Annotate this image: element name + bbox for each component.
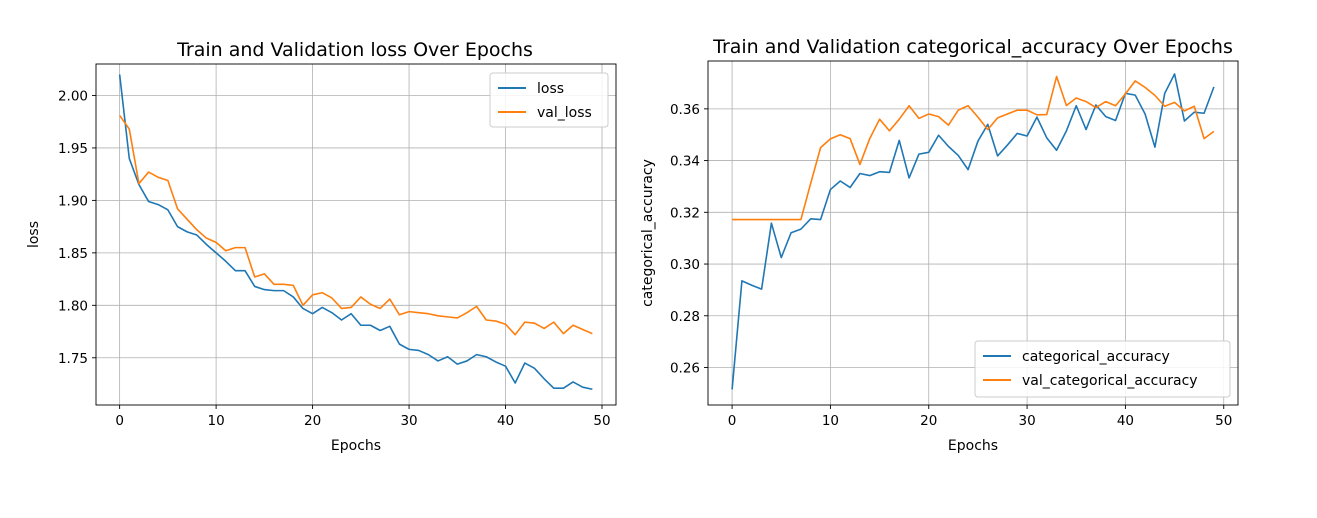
accuracy-chart: 0 10 20 30 40 50 0.26 0.28 0.30 0.32 0.34 0.36 Train… [640,36,1239,454]
accuracy-legend-label-categorical-accuracy: categorical_accuracy [1022,349,1170,365]
accuracy-ytick-label-1: 0.28 [670,309,700,325]
loss-legend-label-loss: loss [537,81,564,97]
accuracy-y-axis-label: categorical_accuracy [640,159,656,307]
accuracy-x-axis-label: Epochs [948,438,998,454]
accuracy-xtick-label-4: 40 [1117,413,1134,429]
accuracy-ytick-label-0: 0.26 [670,360,700,376]
accuracy-series-val-categorical-accuracy-line [732,75,1215,221]
loss-ytick-label-4: 1.95 [58,141,88,157]
loss-ytick-label-2: 1.85 [58,246,88,262]
loss-xtick-label-2: 20 [304,413,321,429]
loss-legend-box [489,72,609,128]
loss-xtick-label-3: 30 [400,413,417,429]
loss-chart: 0 10 20 30 40 50 1.75 1.80 1.85 1.90 1.95 2.00 Train… [26,39,617,454]
loss-xtick-label-5: 50 [593,413,610,429]
loss-axes-frame [95,63,617,406]
accuracy-xtick-label-2: 20 [920,413,937,429]
accuracy-ytick-label-3: 0.32 [670,205,700,221]
loss-chart-title: Train and Validation loss Over Epochs [176,39,533,61]
accuracy-legend: categorical_accuracy val_categorical_accu… [974,340,1231,398]
loss-ytick-label-5: 2.00 [58,88,88,104]
loss-x-axis-label: Epochs [331,438,381,454]
loss-legend: loss val_loss [489,72,609,128]
accuracy-ytick-label-2: 0.30 [670,257,700,273]
accuracy-series-categorical-accuracy-line [731,73,1215,390]
accuracy-legend-label-val-categorical-accuracy: val_categorical_accuracy [1022,373,1198,389]
loss-series-loss-line [118,74,593,391]
accuracy-chart-title: Train and Validation categorical_accurac… [712,36,1233,58]
accuracy-ytick-label-5: 0.36 [670,102,700,118]
accuracy-xtick-label-3: 30 [1018,413,1035,429]
loss-xtick-label-0: 0 [115,413,124,429]
accuracy-xtick-label-5: 50 [1215,413,1232,429]
loss-series-val-loss-line [118,114,593,336]
loss-ytick-label-1: 1.80 [58,298,88,314]
loss-legend-label-val-loss: val_loss [537,105,592,121]
loss-ytick-label-3: 1.90 [58,193,88,209]
accuracy-xtick-label-1: 10 [822,413,839,429]
loss-xtick-label-1: 10 [208,413,225,429]
accuracy-xtick-label-0: 0 [728,413,737,429]
loss-y-axis-label: loss [26,221,42,248]
accuracy-legend-box [974,340,1231,398]
accuracy-axes-frame [707,60,1239,406]
loss-ytick-label-0: 1.75 [58,351,88,367]
accuracy-ytick-label-4: 0.34 [670,154,700,170]
loss-xtick-label-4: 40 [497,413,514,429]
